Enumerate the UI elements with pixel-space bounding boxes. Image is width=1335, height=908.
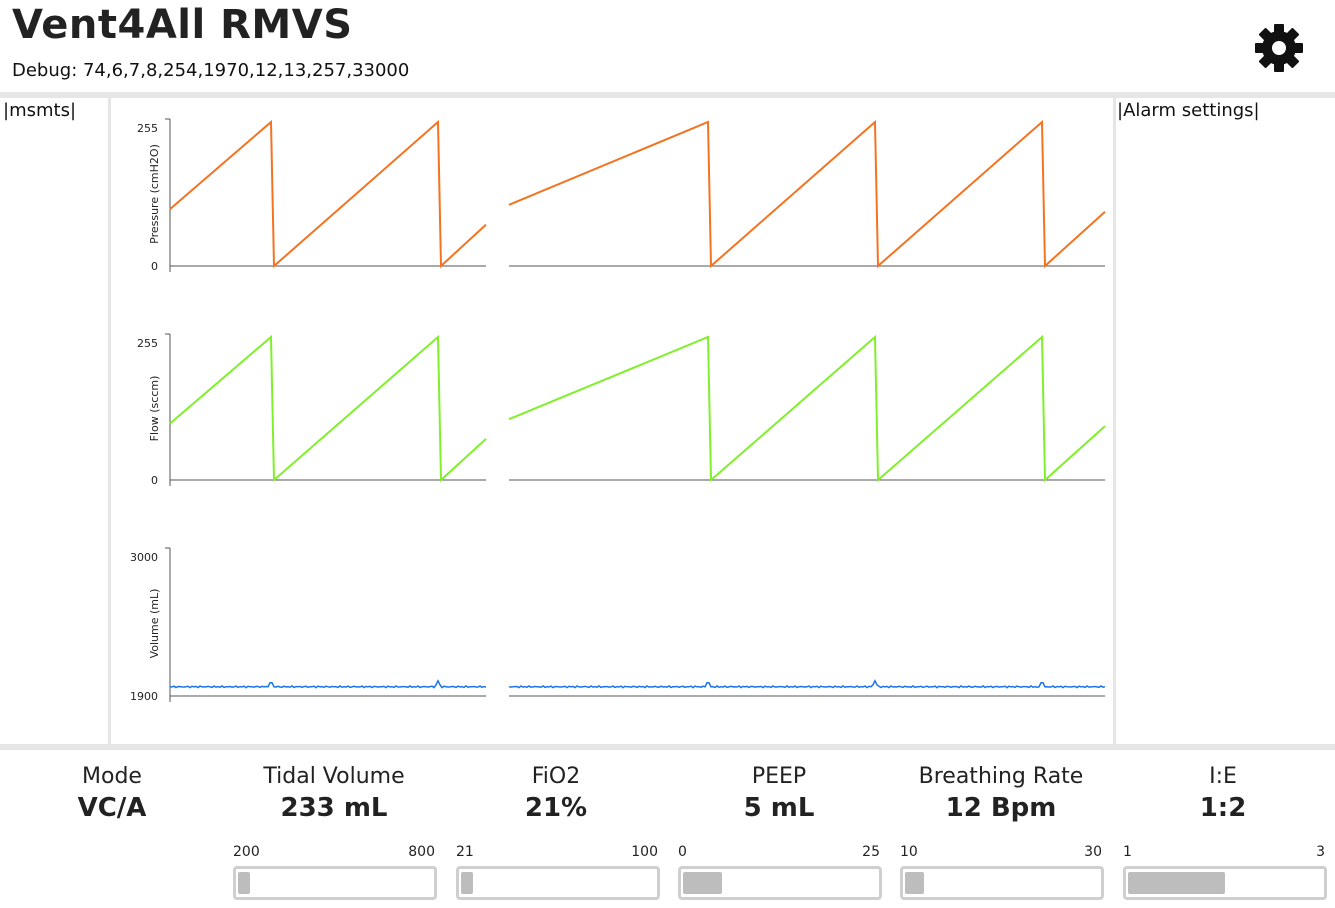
slider-max: 800 [408, 844, 435, 860]
param-mode[interactable]: Mode VC/A [2, 764, 222, 823]
y-tick-label: 3000 [130, 551, 158, 564]
breathing-rate-slider[interactable]: 10 30 [900, 844, 1104, 900]
slider-min: 10 [900, 844, 918, 860]
left-divider [108, 98, 111, 744]
waveform-charts: 255 0 Pressure (cmH2O) 255 0 Flow (sccm) 300… [130, 118, 1106, 703]
top-divider [0, 92, 1335, 98]
right-divider [1113, 98, 1116, 744]
param-breathing-rate[interactable]: Breathing Rate 12 Bpm [891, 764, 1111, 823]
slider-min: 21 [456, 844, 474, 860]
slider-fill[interactable] [461, 872, 473, 894]
slider-min: 1 [1123, 844, 1132, 860]
slider-fill[interactable] [1128, 872, 1225, 894]
y-axis-label: Pressure (cmH2O) [148, 144, 161, 244]
tidal-volume-slider[interactable]: 200 800 [233, 844, 437, 900]
bottom-divider [0, 744, 1335, 750]
y-tick-label: 255 [137, 122, 158, 135]
param-ie-ratio[interactable]: I:E 1:2 [1113, 764, 1333, 823]
slider-fill[interactable] [905, 872, 924, 894]
param-label: Tidal Volume [263, 764, 405, 789]
slider-max: 3 [1316, 844, 1325, 860]
slider-track[interactable] [1123, 866, 1327, 900]
param-label: PEEP [751, 764, 807, 789]
y-tick-label: 0 [151, 260, 158, 273]
slider-track[interactable] [678, 866, 882, 900]
measurements-label[interactable]: |msmts| [3, 100, 77, 121]
volume-chart: 3000 1900 Volume (mL) [130, 547, 1106, 703]
param-value: 5 mL [743, 793, 815, 823]
pressure-chart: 255 0 Pressure (cmH2O) [137, 118, 1106, 273]
slider-fill[interactable] [238, 872, 250, 894]
app-title: Vent4All RMVS [12, 2, 353, 48]
peep-slider[interactable]: 0 25 [678, 844, 882, 900]
slider-max: 30 [1084, 844, 1102, 860]
y-tick-label: 255 [137, 337, 158, 350]
param-value: 12 Bpm [945, 793, 1057, 823]
param-value: 233 mL [280, 793, 388, 823]
gear-icon[interactable] [1253, 22, 1305, 74]
param-label: FiO2 [531, 764, 581, 789]
debug-readout: Debug: 74,6,7,8,254,1970,12,13,257,33000 [12, 60, 410, 81]
param-peep[interactable]: PEEP 5 mL [669, 764, 889, 823]
slider-max: 25 [862, 844, 880, 860]
slider-track[interactable] [900, 866, 1104, 900]
param-value: VC/A [77, 793, 147, 823]
waveform-line [169, 679, 1106, 689]
header: Vent4All RMVS Debug: 74,6,7,8,254,1970,1… [0, 0, 1335, 92]
param-tidal-volume[interactable]: Tidal Volume 233 mL [224, 764, 444, 823]
slider-min: 200 [233, 844, 260, 860]
alarm-settings-label[interactable]: |Alarm settings| [1117, 100, 1260, 121]
slider-max: 100 [631, 844, 658, 860]
y-tick-label: 1900 [130, 690, 158, 703]
slider-track[interactable] [456, 866, 660, 900]
param-fio2[interactable]: FiO2 21% [446, 764, 666, 823]
slider-track[interactable] [233, 866, 437, 900]
y-tick-label: 0 [151, 474, 158, 487]
param-value: 21% [524, 793, 588, 823]
slider-fill[interactable] [683, 872, 722, 894]
waveform-line [169, 119, 1106, 269]
param-value: 1:2 [1199, 793, 1247, 823]
param-label: Mode [82, 764, 142, 789]
fio2-slider[interactable]: 21 100 [456, 844, 660, 900]
y-axis-label: Volume (mL) [148, 589, 161, 659]
param-label: I:E [1209, 764, 1237, 789]
slider-min: 0 [678, 844, 687, 860]
parameter-panel: Mode VC/A Tidal Volume 233 mL FiO2 21% P… [0, 750, 1335, 908]
flow-chart: 255 0 Flow (sccm) [137, 333, 1106, 487]
param-label: Breathing Rate [918, 764, 1084, 789]
waveform-line [169, 334, 1106, 483]
y-axis-label: Flow (sccm) [148, 376, 161, 442]
